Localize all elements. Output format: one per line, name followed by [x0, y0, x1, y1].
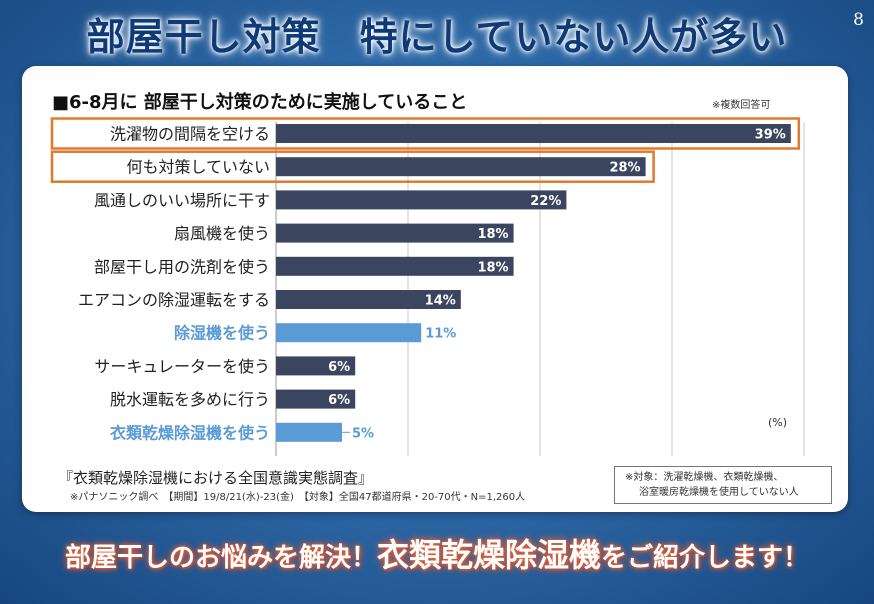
bar [276, 223, 514, 243]
target-note-line2: 浴室暖房乾燥機を使用していない人 [639, 487, 799, 498]
unit-label: (%) [768, 416, 788, 429]
target-note-box: ※対象：洗濯乾燥機、衣類乾燥機、 浴室暖房乾燥機を使用していない人 [614, 466, 832, 504]
category-label: 洗濯物の間隔を空ける [110, 125, 270, 144]
value-label: 28% [609, 161, 640, 176]
category-label: 何も対策していない [126, 158, 270, 177]
category-label: 部屋干し用の洗剤を使う [94, 257, 270, 276]
bar [276, 323, 422, 343]
source-detail: ※パナソニック調べ 【期間】19/8/21(水)-23(金) 【対象】全国47都… [70, 492, 526, 503]
value-label: 11% [425, 327, 456, 342]
slide-title: 部屋干し対策 特にしていない人が多い [86, 15, 788, 59]
category-label: エアコンの除湿運転をする [78, 291, 270, 310]
category-label: 衣類乾燥除湿機を使う [110, 423, 270, 442]
value-label: 6% [328, 360, 350, 375]
bar [276, 157, 646, 177]
category-label: 風通しのいい場所に干す [94, 191, 270, 210]
multiple-answers-note: ※複数回答可 [712, 100, 771, 111]
page-number: 8 [853, 10, 864, 30]
highlight-outline [50, 117, 801, 150]
bar [276, 290, 461, 309]
banner-product: 衣類乾燥除湿機 [376, 536, 601, 574]
source-title: 『衣類乾燥除湿機における全国意識実態調査』 [58, 469, 374, 487]
bar [276, 190, 567, 210]
category-label: 扇風機を使う [174, 224, 270, 243]
value-label: 5% [352, 426, 374, 441]
value-label: 18% [477, 227, 508, 242]
banner-post: をご紹介します！ [601, 543, 810, 573]
value-label: 22% [530, 194, 561, 209]
bar [276, 422, 342, 442]
category-label: 除湿機を使う [174, 324, 270, 343]
category-label: サーキュレーターを使う [94, 357, 270, 376]
bottom-banner: 部屋干しのお悩みを解決！衣類乾燥除湿機をご紹介します！ [0, 530, 874, 576]
banner-pre: 部屋干しのお悩みを解決！ [64, 543, 377, 573]
bar [276, 356, 356, 376]
value-label: 18% [477, 260, 508, 275]
highlight-outline [50, 150, 655, 183]
chart-title: ■6-8月に 部屋干し対策のために実施していること [52, 92, 468, 113]
value-label: 14% [425, 294, 456, 309]
category-label: 脱水運転を多めに行う [110, 390, 270, 409]
value-label: 6% [328, 393, 350, 408]
bar [276, 389, 356, 409]
target-note-line1: ※対象：洗濯乾燥機、衣類乾燥機、 [625, 472, 784, 483]
bar [276, 124, 791, 143]
bar [276, 256, 514, 276]
value-label: 39% [755, 128, 786, 143]
